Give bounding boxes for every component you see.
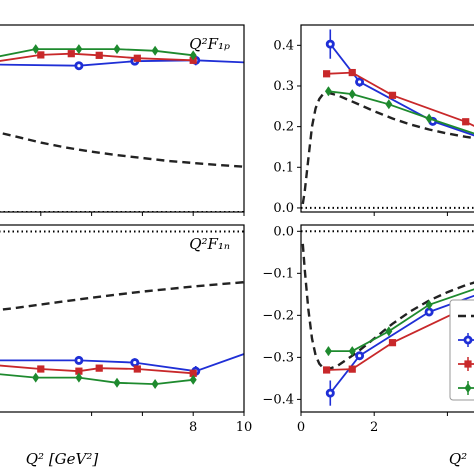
data-point (113, 377, 121, 388)
y-tick-label: 0.4 (273, 38, 294, 53)
data-point (348, 346, 356, 357)
data-point (133, 365, 141, 373)
theory-curve (301, 91, 474, 205)
axes-frame (0, 24, 245, 213)
legend-marker-center (466, 338, 470, 342)
y-tick-label: 0.1 (273, 160, 294, 175)
data-point-center (427, 310, 431, 314)
panel-label: Q²F₁ₙ (189, 235, 230, 253)
series-green (0, 372, 197, 390)
data-point (189, 374, 197, 385)
data-point (189, 50, 197, 61)
data-point (133, 54, 141, 62)
plot-area-tl (0, 44, 244, 212)
data-point (151, 45, 159, 56)
series-line (0, 48, 194, 58)
theory-curve (301, 243, 474, 371)
legend-box (449, 299, 474, 401)
panel-br: 0.0 −0.1 −0.2 −0.3 −0.40 2 Q² (262, 224, 474, 468)
data-point (113, 44, 121, 55)
data-point-center (328, 42, 332, 46)
series-green (0, 44, 197, 61)
data-point (67, 50, 75, 58)
data-point (323, 70, 331, 78)
series-line (0, 373, 194, 386)
y-tick-label: 0.0 (273, 224, 294, 239)
data-point (151, 379, 159, 390)
data-point-center (328, 391, 332, 395)
data-point (388, 339, 397, 347)
y-tick-label: −0.3 (262, 350, 294, 365)
y-tick-label: 0.3 (273, 79, 294, 94)
legend-marker (464, 383, 472, 393)
axes-frame (300, 24, 474, 213)
axes-frame (0, 224, 245, 413)
panel-tr: 0.0 0.1 0.2 0.3 0.4 (273, 24, 474, 216)
panel-bl: 8 10 Q²F₁ₙ Q² [GeV²] (0, 224, 253, 468)
data-point (324, 86, 332, 97)
data-point-center (133, 360, 137, 365)
series-red (0, 364, 197, 377)
data-point (385, 99, 393, 110)
y-tick-label: 0.2 (273, 120, 294, 135)
y-tick-label: −0.1 (262, 266, 294, 281)
series-line (0, 364, 194, 375)
legend (449, 299, 474, 401)
data-point (32, 44, 40, 55)
x-tick-label: 0 (297, 420, 305, 435)
x-tick-label: 10 (236, 420, 253, 435)
data-point (37, 365, 45, 373)
theory-curve (0, 281, 244, 312)
series-blue (325, 29, 474, 137)
data-point (75, 372, 83, 383)
series-green (324, 288, 474, 357)
data-point (385, 326, 393, 337)
y-tick-label: 0.0 (273, 201, 294, 216)
data-point (348, 365, 356, 373)
plot-area-tr (301, 29, 474, 209)
series-line (0, 59, 244, 67)
data-point (75, 44, 83, 55)
data-point-center (77, 64, 81, 68)
plot-area-br (301, 230, 474, 406)
y-tick-label: −0.4 (262, 392, 294, 407)
data-point (95, 364, 103, 372)
data-point-center (357, 80, 362, 84)
series-red (323, 68, 474, 127)
panel-tl: Q²F₁ₚ (0, 24, 245, 216)
data-point (324, 346, 332, 357)
y-tick-label: −0.2 (262, 308, 294, 323)
theory-curve (0, 131, 244, 168)
data-point (388, 91, 397, 99)
data-point (95, 51, 103, 59)
series-green (324, 86, 474, 135)
data-point (323, 366, 331, 374)
data-point (425, 113, 433, 124)
plot-area-bl (0, 230, 244, 390)
panel-label: Q²F₁ₚ (189, 35, 230, 53)
x-tick-label: 2 (370, 420, 378, 435)
series-line (0, 52, 194, 62)
data-point-center (77, 358, 81, 363)
data-point (348, 68, 356, 77)
series-line (329, 43, 474, 137)
data-point (189, 369, 197, 377)
legend-marker (464, 360, 472, 368)
data-point (75, 367, 83, 375)
data-point (462, 118, 470, 126)
series-blue (0, 353, 244, 377)
x-axis-label: Q² [GeV²] (26, 450, 99, 468)
data-point (425, 299, 433, 310)
data-point (348, 89, 356, 100)
x-tick-label: 8 (189, 420, 197, 435)
data-point (32, 372, 40, 383)
data-point-center (357, 354, 362, 358)
x-axis-label: Q² (449, 450, 467, 468)
axes-frame (300, 224, 474, 413)
data-point (37, 51, 45, 59)
